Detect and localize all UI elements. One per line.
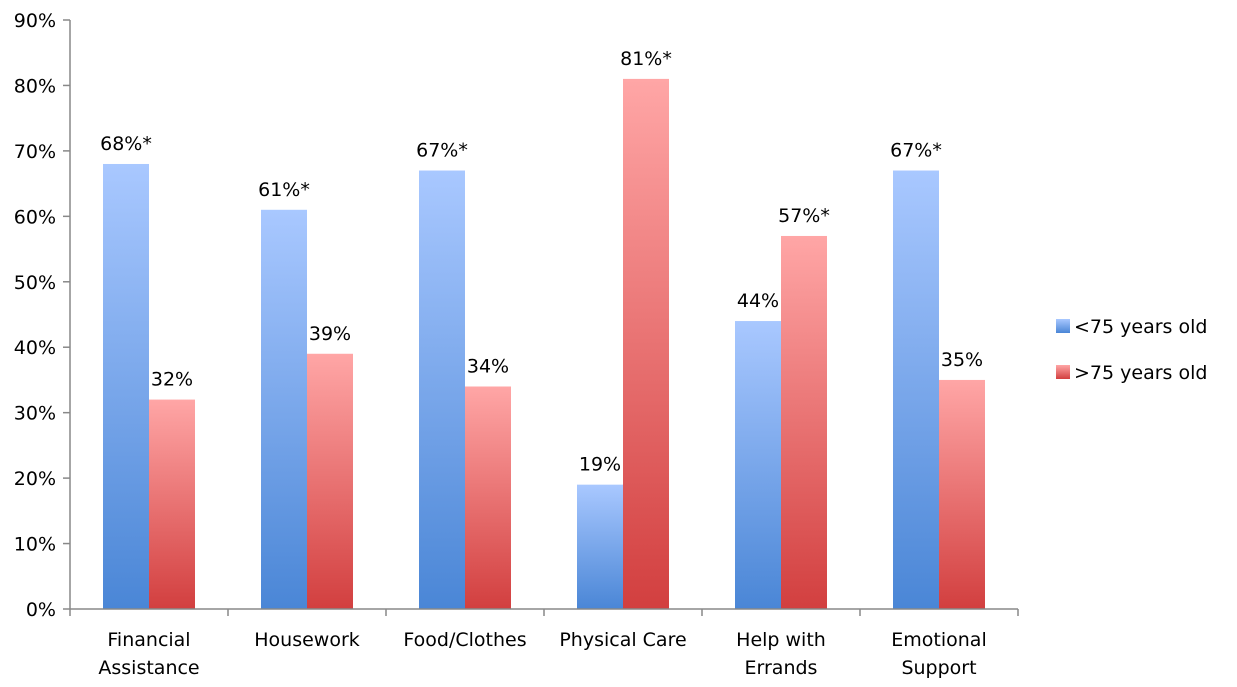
- bar-75-years-old-help-with-errands: [781, 235, 827, 609]
- legend-swatch-75-years-old: [1056, 365, 1070, 379]
- x-tick-label-housework: Housework: [254, 629, 360, 651]
- bar-75-years-old-food-clothes: [419, 170, 465, 609]
- bar-75-years-old-emotional-support: [939, 379, 985, 609]
- bar-75-years-old-food-clothes: [465, 386, 511, 609]
- y-tick-label-50: 50%: [14, 272, 56, 294]
- legend-swatch-75-years-old: [1056, 319, 1070, 333]
- data-label-75-years-old-financial-assistance: 68%*: [100, 133, 152, 155]
- y-tick-label-90: 90%: [14, 10, 56, 32]
- bar-75-years-old-financial-assistance: [103, 163, 149, 609]
- y-tick-label-0: 0%: [26, 599, 56, 621]
- y-tick-label-80: 80%: [14, 75, 56, 97]
- data-label-75-years-old-help-with-errands: 57%*: [778, 205, 830, 227]
- data-label-75-years-old-housework: 61%*: [258, 179, 310, 201]
- data-label-75-years-old-financial-assistance: 32%: [151, 369, 193, 391]
- data-label-75-years-old-housework: 39%: [309, 323, 351, 345]
- bar-75-years-old-help-with-errands: [735, 321, 781, 609]
- bar-75-years-old-emotional-support: [893, 170, 939, 609]
- legend-label-75-years-old: <75 years old: [1074, 316, 1207, 338]
- legend: <75 years old >75 years old: [1056, 316, 1207, 384]
- y-tick-label-60: 60%: [14, 206, 56, 228]
- y-tick-label-70: 70%: [14, 141, 56, 163]
- data-label-75-years-old-emotional-support: 35%: [941, 349, 983, 371]
- x-tick-label-financial-assistance: Financial Assistance: [98, 629, 199, 679]
- y-tick-label-40: 40%: [14, 337, 56, 359]
- x-tick-label-physical-care: Physical Care: [559, 629, 686, 651]
- y-tick-label-20: 20%: [14, 468, 56, 490]
- axes-group: 0% 10% 20% 30% 40% 50% 60% 70% 80% 90% Financial As…: [14, 10, 1019, 679]
- data-label-75-years-old-physical-care: 19%: [579, 454, 621, 476]
- x-tick-label-food-clothes: Food/Clothes: [403, 629, 526, 651]
- bar-75-years-old-housework: [261, 209, 307, 610]
- bar-75-years-old-physical-care: [623, 78, 669, 609]
- bar-75-years-old-housework: [307, 353, 353, 609]
- data-label-75-years-old-physical-care: 81%*: [620, 48, 672, 70]
- x-tick-label-help-with-errands: Help with Errands: [736, 629, 826, 679]
- bar-75-years-old-physical-care: [577, 484, 623, 609]
- y-tick-label-10: 10%: [14, 534, 56, 556]
- x-tick-label-emotional-support: Emotional Support: [891, 629, 986, 679]
- y-tick-label-30: 30%: [14, 403, 56, 425]
- legend-label-75-years-old: >75 years old: [1074, 362, 1207, 384]
- data-labels-group: 68%* 32% 61%* 39% 67%* 34% 19% 81%* 44% 57%* 67%* 3…: [100, 48, 983, 476]
- data-label-75-years-old-emotional-support: 67%*: [890, 140, 942, 162]
- data-label-75-years-old-food-clothes: 67%*: [416, 140, 468, 162]
- bar-75-years-old-financial-assistance: [149, 399, 195, 609]
- data-label-75-years-old-food-clothes: 34%: [467, 355, 509, 377]
- data-label-75-years-old-help-with-errands: 44%: [737, 290, 779, 312]
- bars-group: [103, 78, 985, 610]
